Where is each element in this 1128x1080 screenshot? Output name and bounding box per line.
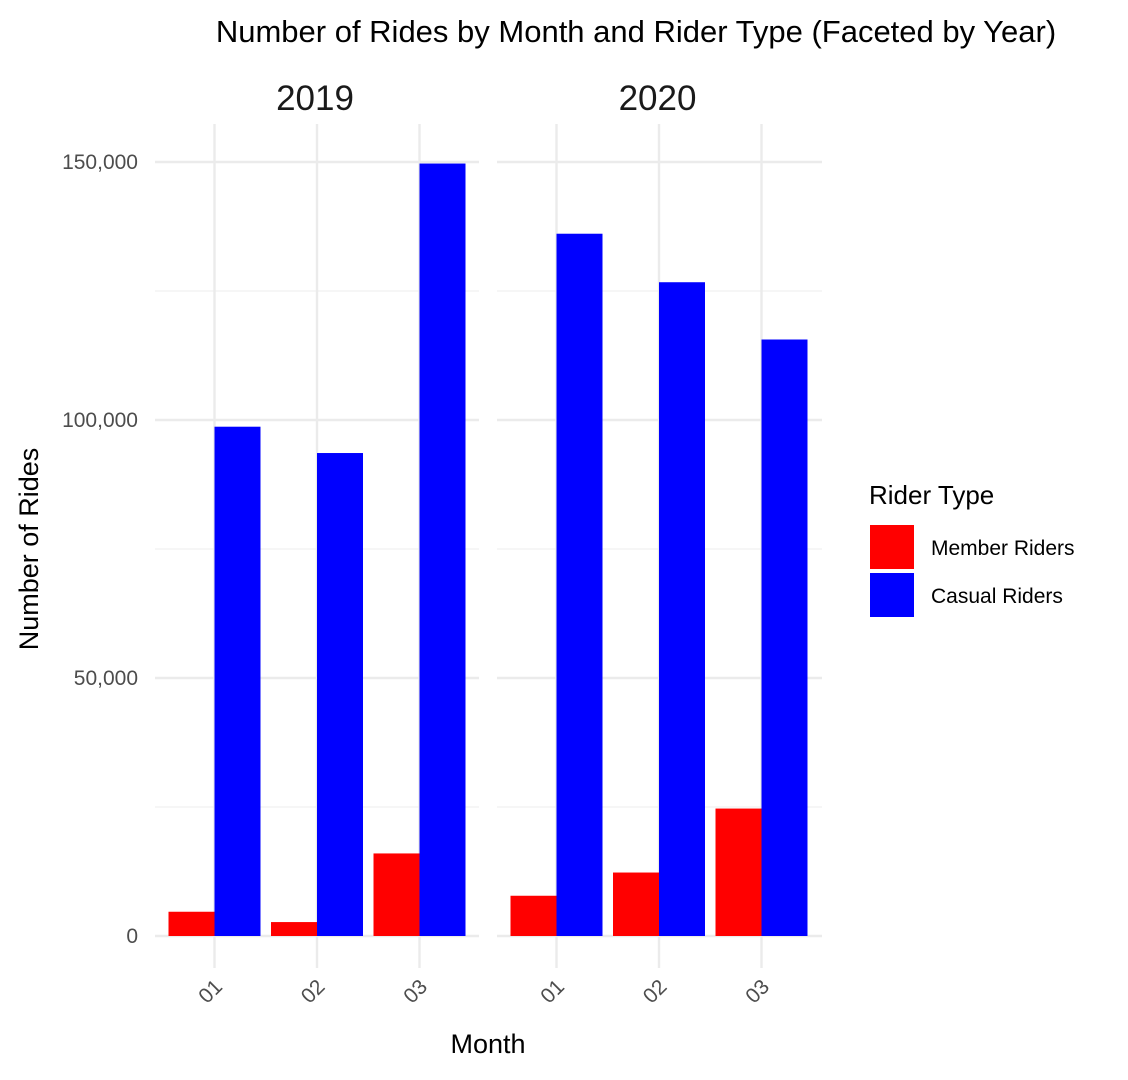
x-tick-label: 03 — [741, 975, 774, 1008]
bar-casual-riders-2019-02 — [317, 453, 363, 936]
bar-member-riders-2019-01 — [168, 911, 215, 936]
facet-panels: 2019 01 02 03 2020 01 02 03 — [155, 79, 822, 1008]
x-tick-label: 01 — [194, 975, 227, 1008]
y-tick-label: 0 — [126, 925, 138, 948]
y-tick-label: 100,000 — [62, 409, 138, 432]
x-tick-label: 02 — [639, 975, 672, 1008]
bar-casual-riders-2019-03 — [419, 163, 466, 937]
legend-label: Casual Riders — [931, 585, 1063, 608]
x-axis-title: Month — [450, 1029, 525, 1059]
bar-member-riders-2020-03 — [715, 808, 762, 936]
legend: Rider Type Member Riders Casual Riders — [869, 480, 1075, 617]
bar-casual-riders-2019-01 — [214, 426, 261, 936]
x-tick-label: 02 — [297, 975, 330, 1008]
facet-label: 2020 — [619, 79, 697, 118]
bar-casual-riders-2020-02 — [659, 282, 705, 936]
legend-label: Member Riders — [931, 537, 1075, 560]
bar-casual-riders-2020-01 — [556, 233, 603, 936]
y-axis-tick-labels: 0 50,000 100,000 150,000 — [62, 151, 138, 948]
bar-member-riders-2020-02 — [613, 872, 659, 936]
bar-casual-riders-2020-03 — [761, 339, 808, 936]
legend-swatch — [870, 525, 914, 569]
bar-member-riders-2020-01 — [510, 895, 557, 936]
y-tick-label: 50,000 — [74, 667, 138, 690]
y-tick-label: 150,000 — [62, 151, 138, 174]
facet-label: 2019 — [276, 79, 354, 118]
bar-member-riders-2019-02 — [271, 922, 317, 936]
chart-title: Number of Rides by Month and Rider Type … — [216, 14, 1056, 49]
x-tick-label: 01 — [536, 975, 569, 1008]
y-axis-title: Number of Rides — [14, 448, 44, 651]
bar-member-riders-2019-03 — [373, 853, 420, 936]
legend-swatch — [870, 573, 914, 617]
legend-items: Member Riders Casual Riders — [870, 525, 1075, 617]
legend-title: Rider Type — [869, 480, 994, 510]
x-tick-label: 03 — [399, 975, 432, 1008]
facet-panel-2020: 2020 01 02 03 — [497, 79, 822, 1008]
facet-panel-2019: 2019 01 02 03 — [155, 79, 479, 1008]
